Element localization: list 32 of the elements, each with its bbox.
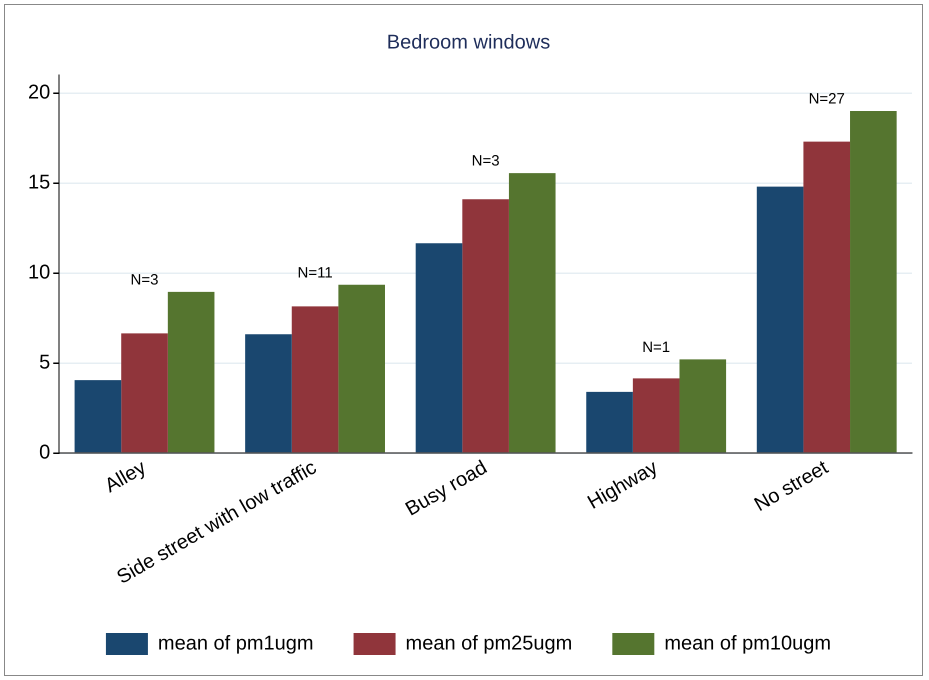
- x-tick-label: Busy road: [402, 456, 491, 521]
- bar: [756, 186, 804, 452]
- annotation: N=11: [297, 264, 333, 282]
- annotation: N=27: [808, 90, 845, 108]
- y-tick-label: 5: [39, 352, 50, 374]
- y-tick-label: 20: [28, 82, 50, 104]
- legend-label: mean of pm10ugm: [664, 632, 832, 655]
- bar: [416, 243, 462, 452]
- y-tick-label: 10: [28, 262, 50, 284]
- bar: [121, 333, 168, 452]
- legend-label: mean of pm25ugm: [406, 632, 572, 655]
- y-tick-label: 15: [28, 172, 50, 194]
- bar: [168, 292, 214, 452]
- annotation: N=1: [642, 339, 670, 356]
- bar: [632, 378, 680, 452]
- bar: [292, 306, 338, 452]
- bar: [338, 284, 385, 452]
- annotation: N=3: [130, 272, 158, 289]
- x-tick-label: Alley: [101, 456, 150, 498]
- bar: [850, 111, 897, 452]
- bar: [803, 142, 850, 452]
- annotation: N=3: [472, 152, 500, 170]
- bar: [74, 380, 122, 452]
- bar: [462, 199, 509, 452]
- bar: [586, 392, 633, 452]
- legend-label: mean of pm1ugm: [158, 632, 314, 655]
- x-tick-label: No street: [750, 456, 832, 516]
- bar: [679, 359, 726, 452]
- bar: [508, 173, 556, 452]
- bar: [245, 334, 292, 452]
- y-tick-label: 0: [39, 442, 50, 464]
- chart-title: Bedroom windows: [386, 32, 550, 54]
